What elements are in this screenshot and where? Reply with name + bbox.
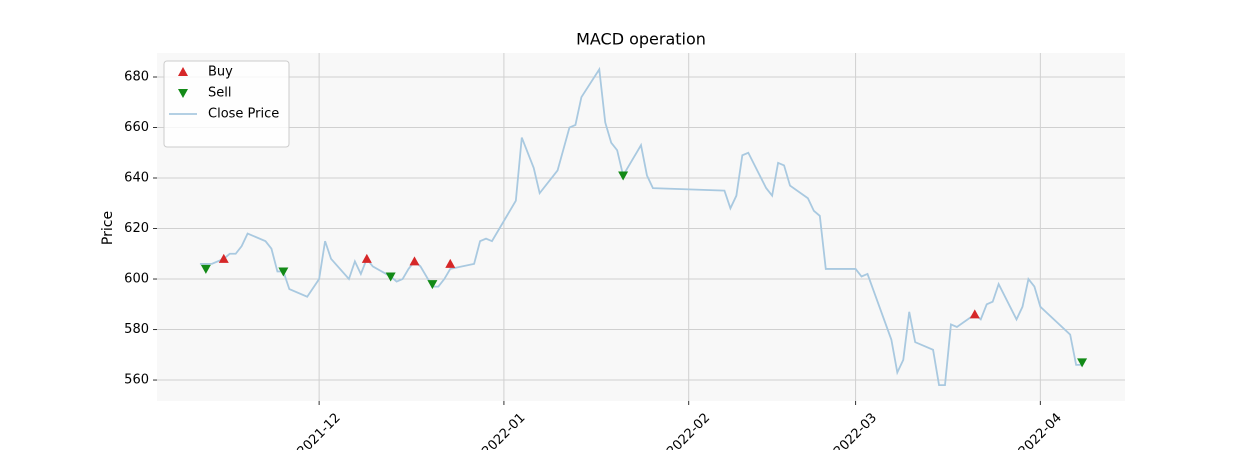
y-tick-label: 640: [124, 171, 149, 186]
buy-marker: [361, 253, 372, 263]
legend-swatch: [178, 89, 188, 98]
legend-label: Buy: [208, 65, 233, 80]
buy-marker: [409, 256, 420, 266]
buy-marker: [218, 253, 229, 263]
sell-marker: [618, 171, 629, 181]
legend-box: [163, 60, 290, 148]
x-tick-label: 2022-03: [831, 410, 880, 450]
legend-label: Close Price: [208, 107, 279, 122]
sell-marker: [427, 280, 438, 290]
x-tick-label: 2022-04: [1016, 410, 1065, 450]
chart-title: MACD operation: [576, 30, 706, 49]
y-tick-label: 600: [124, 272, 149, 287]
price-line: [199, 66, 1083, 386]
x-tick-label: 2021-12: [295, 410, 344, 450]
y-tick-label: 660: [124, 120, 149, 135]
y-tick-label: 620: [124, 221, 149, 236]
sell-marker: [278, 267, 289, 277]
x-tick-label: 2022-02: [664, 410, 713, 450]
sell-marker: [1077, 358, 1088, 368]
buy-marker: [969, 309, 980, 319]
marks: [199, 66, 1088, 386]
y-tick-label: 680: [124, 69, 149, 84]
y-axis-label: Price: [100, 211, 116, 245]
sell-marker: [385, 272, 396, 282]
plot-area: [157, 53, 1125, 401]
legend: Buy Sell Close Price: [163, 60, 290, 148]
legend-label: Sell: [208, 86, 231, 101]
legend-swatch: [178, 67, 188, 76]
x-tick-label: 2022-01: [479, 410, 528, 450]
buy-marker: [445, 258, 456, 268]
y-tick-label: 560: [124, 373, 149, 388]
y-tick-label: 580: [124, 322, 149, 337]
sell-marker: [200, 264, 211, 274]
